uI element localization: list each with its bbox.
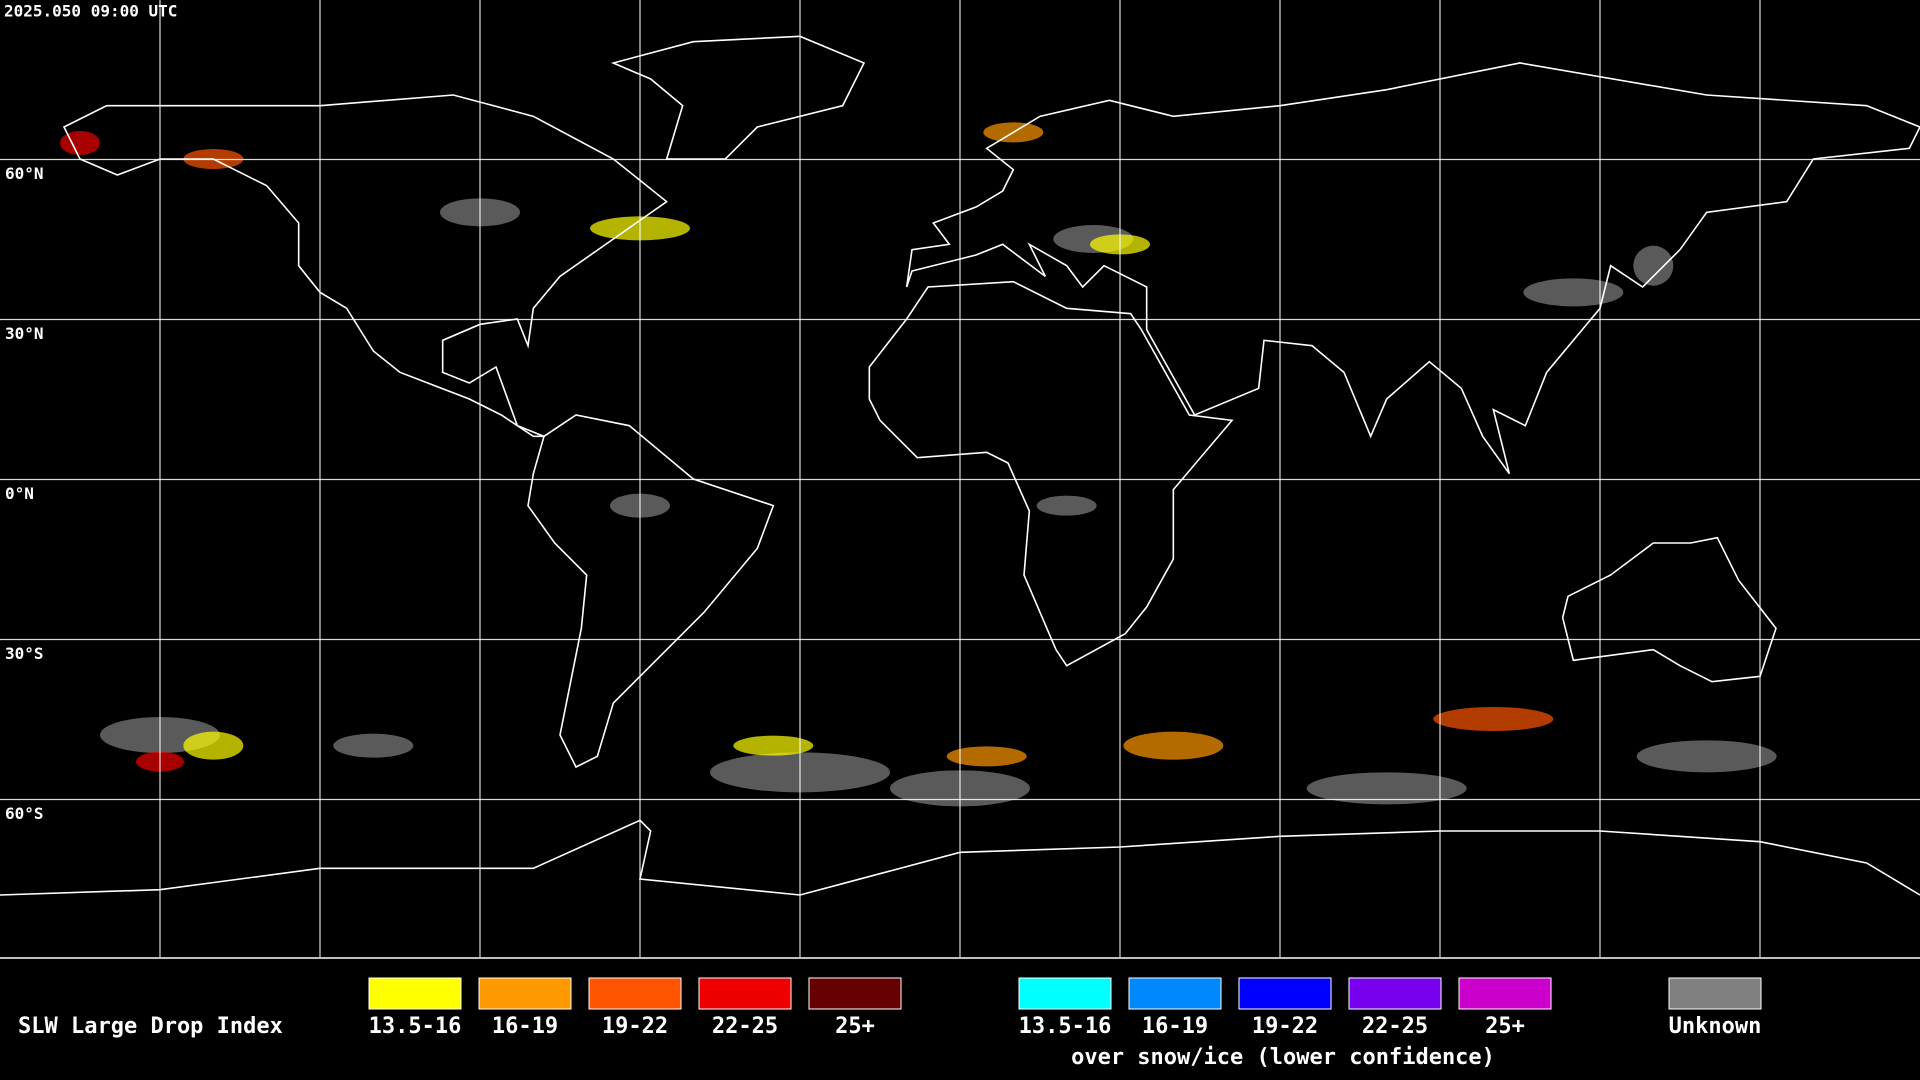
- legend-swatch: [698, 977, 792, 1010]
- lat-label: 30°S: [5, 644, 44, 663]
- coastline: [868, 280, 1234, 667]
- coastline: [905, 62, 1920, 475]
- legend-swatch: [1238, 977, 1332, 1010]
- lat-label: 60°N: [5, 164, 44, 183]
- legend-label: 19-22: [1252, 1014, 1318, 1039]
- legend-swatch: [808, 977, 902, 1010]
- legend-swatch: [588, 977, 682, 1010]
- legend-label: Unknown: [1669, 1014, 1762, 1039]
- legend-swatch: [368, 977, 462, 1010]
- coastline: [62, 94, 669, 438]
- legend-swatch: [1018, 977, 1112, 1010]
- snow-ice-caption: over snow/ice (lower confidence): [1071, 1045, 1495, 1070]
- legend-label: 25+: [1485, 1014, 1525, 1039]
- cloud-blob: [1036, 495, 1097, 516]
- legend-label: 19-22: [602, 1014, 668, 1039]
- legend-title: SLW Large Drop Index: [18, 1014, 283, 1039]
- legend-swatch: [1348, 977, 1442, 1010]
- cloud-blob: [1633, 245, 1674, 286]
- coastline: [0, 819, 1920, 896]
- legend-swatch: [1128, 977, 1222, 1010]
- cloud-blob: [1306, 772, 1467, 805]
- legend-label: 16-19: [1142, 1014, 1208, 1039]
- cloud-blob: [946, 746, 1027, 767]
- cloud-blob: [183, 731, 244, 760]
- coastline: [1561, 536, 1777, 683]
- lat-label: 0°N: [5, 484, 34, 503]
- cloud-blob: [1123, 731, 1224, 760]
- legend-label: 22-25: [1362, 1014, 1428, 1039]
- legend-swatch: [1668, 977, 1762, 1010]
- legend-label: 16-19: [492, 1014, 558, 1039]
- legend-label: 13.5-16: [369, 1014, 462, 1039]
- cloud-blob: [733, 735, 814, 756]
- legend-label: 22-25: [712, 1014, 778, 1039]
- timestamp: 2025.050 09:00 UTC: [4, 2, 177, 21]
- lat-label: 30°N: [5, 324, 44, 343]
- cloud-blob: [333, 733, 414, 758]
- legend-label: 13.5-16: [1019, 1014, 1112, 1039]
- legend: 13.5-16 16-19 19-22 22-25 25+ 13.5-16 16-19 19-…: [368, 977, 1762, 1039]
- legend-swatch: [478, 977, 572, 1010]
- lat-label: 60°S: [5, 804, 44, 823]
- cloud-blob: [1636, 740, 1777, 773]
- cloud-blob: [1523, 278, 1624, 307]
- lat-lon-grid: 60°N 30°N 0°N 30°S 60°S: [0, 0, 1920, 957]
- cloud-blob: [60, 131, 100, 155]
- legend-swatch: [1458, 977, 1552, 1010]
- cloud-blob: [1433, 707, 1554, 731]
- cloud-layer: [60, 122, 1777, 807]
- legend-label: 25+: [835, 1014, 875, 1039]
